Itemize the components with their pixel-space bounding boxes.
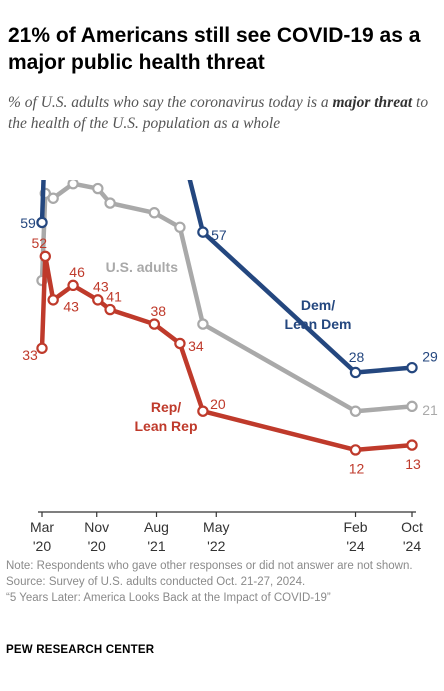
data-point: [406, 361, 418, 374]
data-label: 28: [349, 349, 365, 365]
x-tick-label-year: '24: [403, 538, 421, 554]
chart-notes: Note: Respondents who gave other respons…: [6, 558, 440, 606]
data-label: 21: [422, 402, 438, 418]
data-label: 29: [422, 348, 438, 364]
data-point: [67, 279, 79, 292]
x-tick-label-month: Aug: [144, 519, 169, 535]
data-point: [197, 226, 209, 238]
data-label: 46: [69, 264, 85, 280]
data-point: [104, 197, 116, 209]
series-label-1: U.S. adults: [106, 259, 179, 275]
data-point: [36, 216, 48, 229]
data-point: [47, 192, 59, 204]
data-point: [92, 294, 104, 306]
data-label: 43: [93, 279, 109, 295]
x-tick-label-year: '21: [147, 538, 165, 554]
series-label-2: Rep/: [151, 399, 181, 415]
data-point: [67, 180, 79, 190]
data-point: [104, 303, 116, 316]
pew-logo-text: PEW RESEARCH CENTER: [6, 644, 155, 656]
series-label-0: Dem/: [301, 297, 335, 313]
series-label-2: Lean Rep: [134, 418, 197, 434]
data-point: [406, 400, 418, 413]
x-tick-label-year: '22: [207, 538, 225, 554]
data-point: [197, 405, 209, 417]
data-point: [406, 439, 418, 451]
data-point: [349, 444, 362, 456]
data-point: [148, 318, 161, 330]
data-point: [39, 250, 51, 263]
data-label: 43: [63, 299, 79, 315]
data-label: 34: [188, 338, 204, 354]
data-point: [197, 318, 209, 330]
data-point: [92, 182, 104, 195]
data-label: 20: [210, 396, 226, 412]
x-tick-label-month: May: [203, 519, 229, 535]
source-text: Source: Survey of U.S. adults conducted …: [6, 576, 306, 588]
series-line-0: [39, 180, 415, 375]
x-tick-label-month: Nov: [84, 519, 109, 535]
subtitle-text-start: % of U.S. adults who say the coronavirus…: [8, 94, 333, 111]
data-label: 59: [20, 215, 36, 231]
data-label: 38: [151, 303, 167, 319]
data-label: 52: [31, 235, 47, 251]
line-chart: Mar'20Nov'20Aug'21May'22Feb'24Oct'245978…: [20, 180, 438, 554]
data-point: [349, 405, 362, 417]
x-tick-label-month: Oct: [401, 519, 423, 535]
data-point: [148, 207, 161, 219]
data-point: [174, 221, 186, 233]
data-point: [349, 366, 362, 379]
subtitle-emphasis: major threat: [332, 94, 413, 111]
data-point: [36, 342, 48, 354]
report-title: “5 Years Later: America Looks Back at th…: [6, 592, 331, 604]
data-point: [47, 294, 59, 306]
subtitle-text-end: to the health of the U.S. population as …: [8, 94, 429, 132]
data-label: 13: [405, 456, 421, 472]
x-tick-label-month: Feb: [343, 519, 367, 535]
chart-title: 21% of Americans still see COVID-19 as a…: [8, 24, 421, 74]
data-label: 33: [22, 347, 38, 363]
data-point: [174, 337, 186, 350]
x-tick-label-year: '20: [33, 538, 51, 554]
data-label: 41: [106, 288, 122, 304]
note-text: Note: Respondents who gave other respons…: [6, 560, 413, 572]
chart-subtitle: % of U.S. adults who say the coronavirus…: [8, 92, 438, 134]
x-tick-label-month: Mar: [30, 519, 54, 535]
data-label: 57: [211, 227, 227, 243]
x-tick-label-year: '24: [346, 538, 364, 554]
x-tick-label-year: '20: [88, 538, 106, 554]
data-label: 12: [349, 461, 365, 477]
series-label-0: Lean Dem: [285, 316, 352, 332]
